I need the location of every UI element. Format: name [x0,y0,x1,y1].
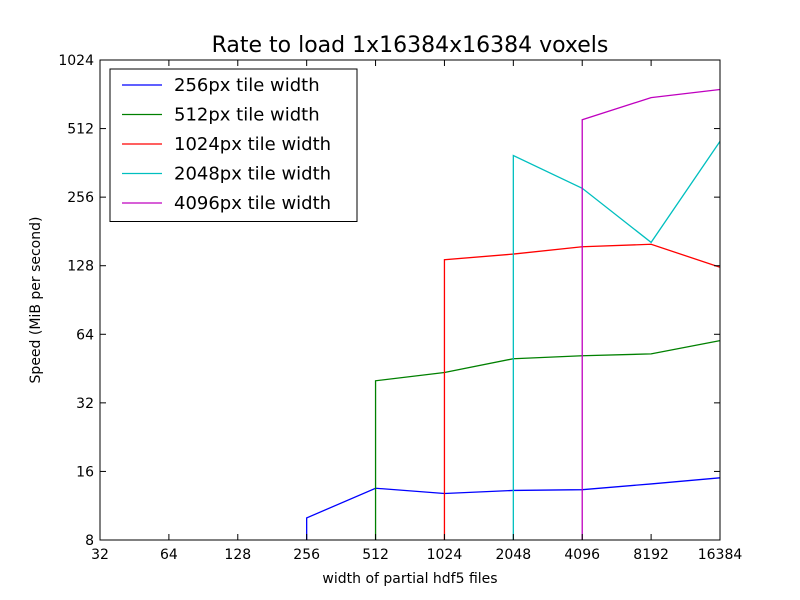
y-tick-label: 1024 [58,53,94,69]
x-tick-label: 64 [160,547,178,563]
legend-label: 256px tile width [174,75,320,96]
y-tick-label: 64 [76,327,94,343]
legend-label: 2048px tile width [174,164,331,185]
legend-box [109,68,358,222]
series-line-2 [374,340,721,540]
y-tick-label: 256 [67,190,94,206]
x-tick-label: 128 [224,547,251,563]
x-tick-label: 4096 [564,547,600,563]
x-tick-label: 16384 [698,547,743,563]
x-tick-label: 8192 [633,547,669,563]
legend: 256px tile width 512px tile width 1024px t… [109,68,358,222]
plot-lines [306,88,721,540]
legend-label: 4096px tile width [174,193,331,214]
x-tick-label: 256 [293,547,320,563]
chart-title: Rate to load 1x16384x16384 voxels [212,33,609,58]
series-line-3 [443,243,721,540]
x-tick-label: 1024 [427,547,463,563]
legend-label: 1024px tile width [174,134,331,155]
y-tick-label: 8 [85,533,94,549]
y-axis-title: Speed (MiB per second) [28,217,44,384]
y-tick-label: 512 [67,122,94,138]
x-axis-title: width of partial hdf5 files [322,571,497,587]
plot-frame [99,59,721,541]
series-line-5 [581,88,721,540]
y-tick-label: 16 [76,464,94,480]
x-tick-label: 32 [91,547,109,563]
y-tick-label: 32 [76,396,94,412]
axis-ticks: 32 64 128 256 512 1024 2048 4096 8192 16384 8 16 32 6… [58,53,742,563]
x-tick-label: 512 [362,547,389,563]
legend-label: 512px tile width [174,105,320,126]
series-line-1 [306,477,721,540]
y-tick-label: 128 [67,259,94,275]
x-tick-label: 2048 [496,547,532,563]
